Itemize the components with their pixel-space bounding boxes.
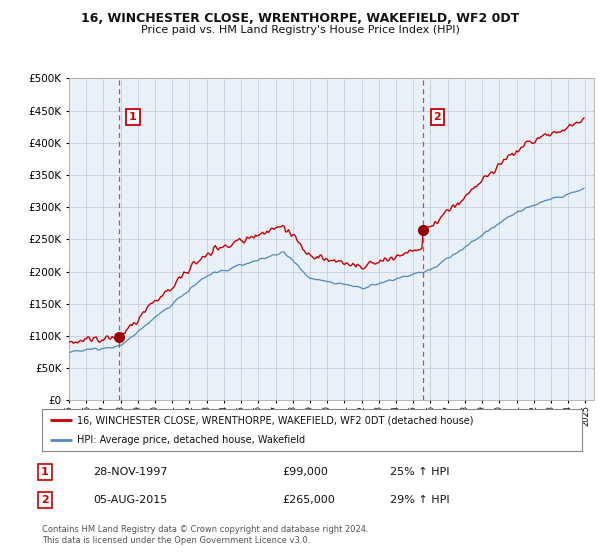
Text: 2: 2 xyxy=(433,112,441,122)
Text: £265,000: £265,000 xyxy=(282,495,335,505)
Text: £99,000: £99,000 xyxy=(282,467,328,477)
Text: 16, WINCHESTER CLOSE, WRENTHORPE, WAKEFIELD, WF2 0DT: 16, WINCHESTER CLOSE, WRENTHORPE, WAKEFI… xyxy=(81,12,519,25)
Text: 25% ↑ HPI: 25% ↑ HPI xyxy=(390,467,449,477)
Text: 2: 2 xyxy=(41,495,49,505)
Text: Contains HM Land Registry data © Crown copyright and database right 2024.
This d: Contains HM Land Registry data © Crown c… xyxy=(42,525,368,545)
Text: 29% ↑ HPI: 29% ↑ HPI xyxy=(390,495,449,505)
Text: HPI: Average price, detached house, Wakefield: HPI: Average price, detached house, Wake… xyxy=(77,435,305,445)
Text: 28-NOV-1997: 28-NOV-1997 xyxy=(93,467,167,477)
Text: 16, WINCHESTER CLOSE, WRENTHORPE, WAKEFIELD, WF2 0DT (detached house): 16, WINCHESTER CLOSE, WRENTHORPE, WAKEFI… xyxy=(77,415,473,425)
Text: 1: 1 xyxy=(41,467,49,477)
Text: 05-AUG-2015: 05-AUG-2015 xyxy=(93,495,167,505)
Text: 1: 1 xyxy=(129,112,137,122)
Text: Price paid vs. HM Land Registry's House Price Index (HPI): Price paid vs. HM Land Registry's House … xyxy=(140,25,460,35)
